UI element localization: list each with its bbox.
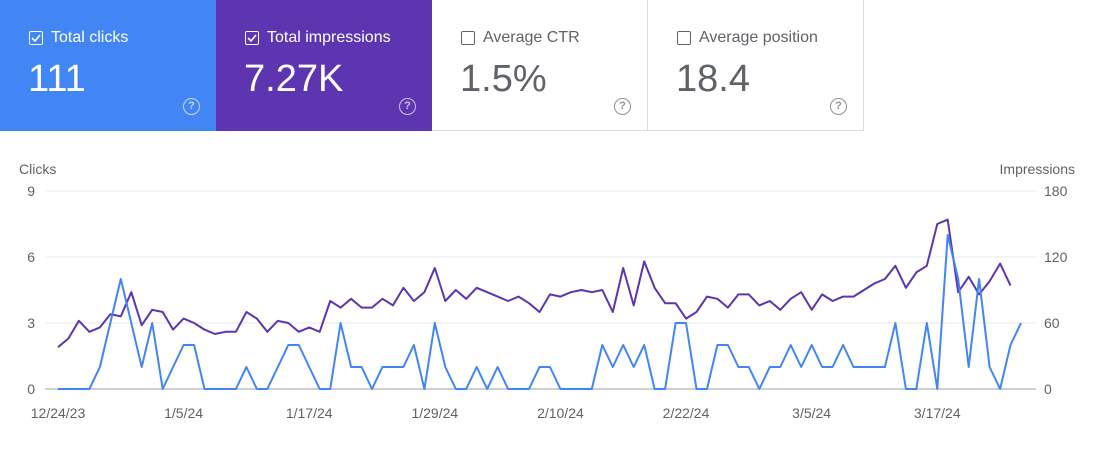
clicks-line xyxy=(58,234,1022,390)
performance-chart[interactable]: Clicks Impressions 0 3 6 9 0 60 120 180 12/24/… xyxy=(0,150,1094,450)
help-icon[interactable]: ? xyxy=(830,98,847,115)
checkbox-checked-icon[interactable] xyxy=(245,31,259,45)
x-axis-ticks: 12/24/23 1/5/24 1/17/24 1/29/24 2/10/24 2/22/… xyxy=(31,405,961,421)
left-tick-label: 0 xyxy=(27,381,35,397)
right-axis-ticks: 0 60 120 180 xyxy=(1044,183,1068,397)
help-icon[interactable]: ? xyxy=(399,98,416,115)
x-tick-label: 1/5/24 xyxy=(164,405,203,421)
left-tick-label: 3 xyxy=(27,315,35,331)
average-ctr-card[interactable]: Average CTR 1.5% ? xyxy=(432,0,648,131)
left-axis-label: Clicks xyxy=(19,161,56,177)
card-label: Average position xyxy=(699,29,818,46)
left-axis-ticks: 0 3 6 9 xyxy=(27,183,35,397)
x-tick-label: 1/17/24 xyxy=(286,405,333,421)
right-tick-label: 60 xyxy=(1044,315,1060,331)
right-tick-label: 120 xyxy=(1044,249,1068,265)
gridlines xyxy=(45,190,1036,390)
card-value: 111 xyxy=(28,58,86,100)
card-value: 18.4 xyxy=(676,58,750,100)
left-tick-label: 9 xyxy=(27,183,35,199)
card-value: 1.5% xyxy=(460,58,547,100)
total-impressions-card[interactable]: Total impressions 7.27K ? xyxy=(216,0,432,131)
checkbox-checked-icon[interactable] xyxy=(29,31,43,45)
card-label: Average CTR xyxy=(483,29,580,46)
card-label: Total impressions xyxy=(267,29,391,46)
right-tick-label: 180 xyxy=(1044,183,1068,199)
checkbox-unchecked-icon[interactable] xyxy=(677,31,691,45)
x-tick-label: 12/24/23 xyxy=(31,405,86,421)
x-tick-label: 2/10/24 xyxy=(537,405,584,421)
x-tick-label: 3/5/24 xyxy=(792,405,831,421)
right-tick-label: 0 xyxy=(1044,381,1052,397)
impressions-line xyxy=(57,218,1012,348)
x-tick-label: 1/29/24 xyxy=(411,405,458,421)
card-label: Total clicks xyxy=(51,29,129,46)
right-axis-label: Impressions xyxy=(1000,161,1075,177)
x-tick-label: 3/17/24 xyxy=(914,405,961,421)
checkbox-unchecked-icon[interactable] xyxy=(461,31,475,45)
card-value: 7.27K xyxy=(244,58,344,100)
left-tick-label: 6 xyxy=(27,249,35,265)
x-tick-label: 2/22/24 xyxy=(663,405,710,421)
help-icon[interactable]: ? xyxy=(183,98,200,115)
series-lines xyxy=(57,218,1022,390)
metric-cards: Total clicks 111 ? Total impressions 7.2… xyxy=(0,0,864,131)
help-icon[interactable]: ? xyxy=(614,98,631,115)
total-clicks-card[interactable]: Total clicks 111 ? xyxy=(0,0,216,131)
average-position-card[interactable]: Average position 18.4 ? xyxy=(648,0,864,131)
